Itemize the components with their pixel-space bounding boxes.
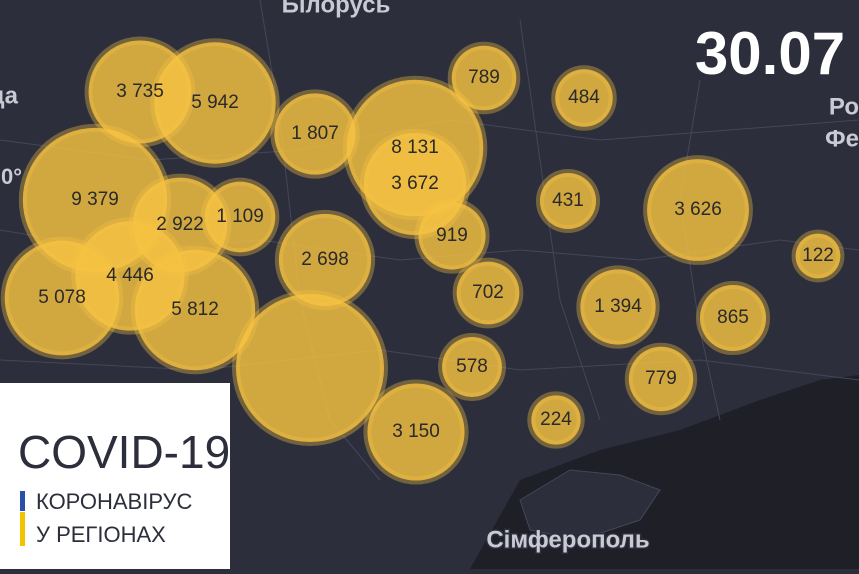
map-label: ща: [0, 82, 19, 109]
bubble-label: 578: [456, 356, 488, 377]
bubble: [0, 236, 124, 360]
legend-line: У РЕГІОНАХ: [36, 522, 166, 547]
bubble: [363, 379, 469, 485]
crimea: [519, 469, 661, 541]
bubble: [535, 168, 601, 234]
bubble-label: 8 131: [391, 137, 439, 158]
bubble-label: 3 735: [116, 81, 164, 102]
bubble: [576, 265, 660, 349]
map-label: Сімферополь: [486, 526, 649, 553]
bubble-label: 3 626: [674, 199, 722, 220]
bubble-label: 1 109: [216, 206, 264, 227]
bubble-label: 122: [802, 245, 834, 266]
legend-line: КОРОНАВІРУС: [36, 489, 192, 514]
flag-blue: [20, 491, 25, 511]
map-label: 0°: [1, 164, 22, 189]
bubble-label: 5 812: [171, 299, 219, 320]
bubble: [624, 342, 698, 416]
bubble-label: 789: [468, 67, 500, 88]
date: 30.07: [695, 20, 845, 87]
bubble-label: 919: [436, 225, 468, 246]
bubble-label: 2 698: [301, 249, 349, 270]
bubble: [200, 177, 280, 257]
bubble: [232, 290, 388, 446]
bubble: [150, 38, 280, 168]
legend-box: [0, 383, 230, 569]
map-label: Фе: [825, 125, 859, 152]
bubble-label: 865: [717, 307, 749, 328]
bubble-label: 2 922: [156, 214, 204, 235]
map-label: Білорусь: [282, 0, 391, 18]
bubble-label: 5 078: [38, 287, 86, 308]
bubble: [130, 245, 260, 375]
flag-yellow: [20, 512, 25, 546]
bubble-label: 5 942: [191, 92, 239, 113]
bubble: [452, 257, 524, 329]
bubble-label: 224: [540, 409, 572, 430]
bubble: [791, 229, 845, 283]
bubble-label: 1 807: [291, 123, 339, 144]
bubble-label: 4 446: [106, 265, 154, 286]
map-label: Ро: [829, 93, 859, 120]
legend-title: COVID-19: [18, 426, 230, 478]
bubble-label: 702: [472, 282, 504, 303]
bubble: [527, 391, 585, 449]
bubble: [414, 198, 490, 274]
bubble-label: 3 150: [392, 421, 440, 442]
bubble-label: 484: [568, 87, 600, 108]
bubble: [438, 333, 506, 401]
bubble-label: 779: [645, 368, 677, 389]
bubble-label: 9 379: [71, 189, 119, 210]
bubble-label: 431: [552, 190, 584, 211]
bubble: [695, 280, 771, 356]
bubble: [447, 41, 521, 115]
bubble: [551, 65, 617, 131]
bubble-label: 3 672: [391, 173, 439, 194]
bubble: [643, 155, 753, 265]
bubble-label: 1 394: [594, 296, 642, 317]
